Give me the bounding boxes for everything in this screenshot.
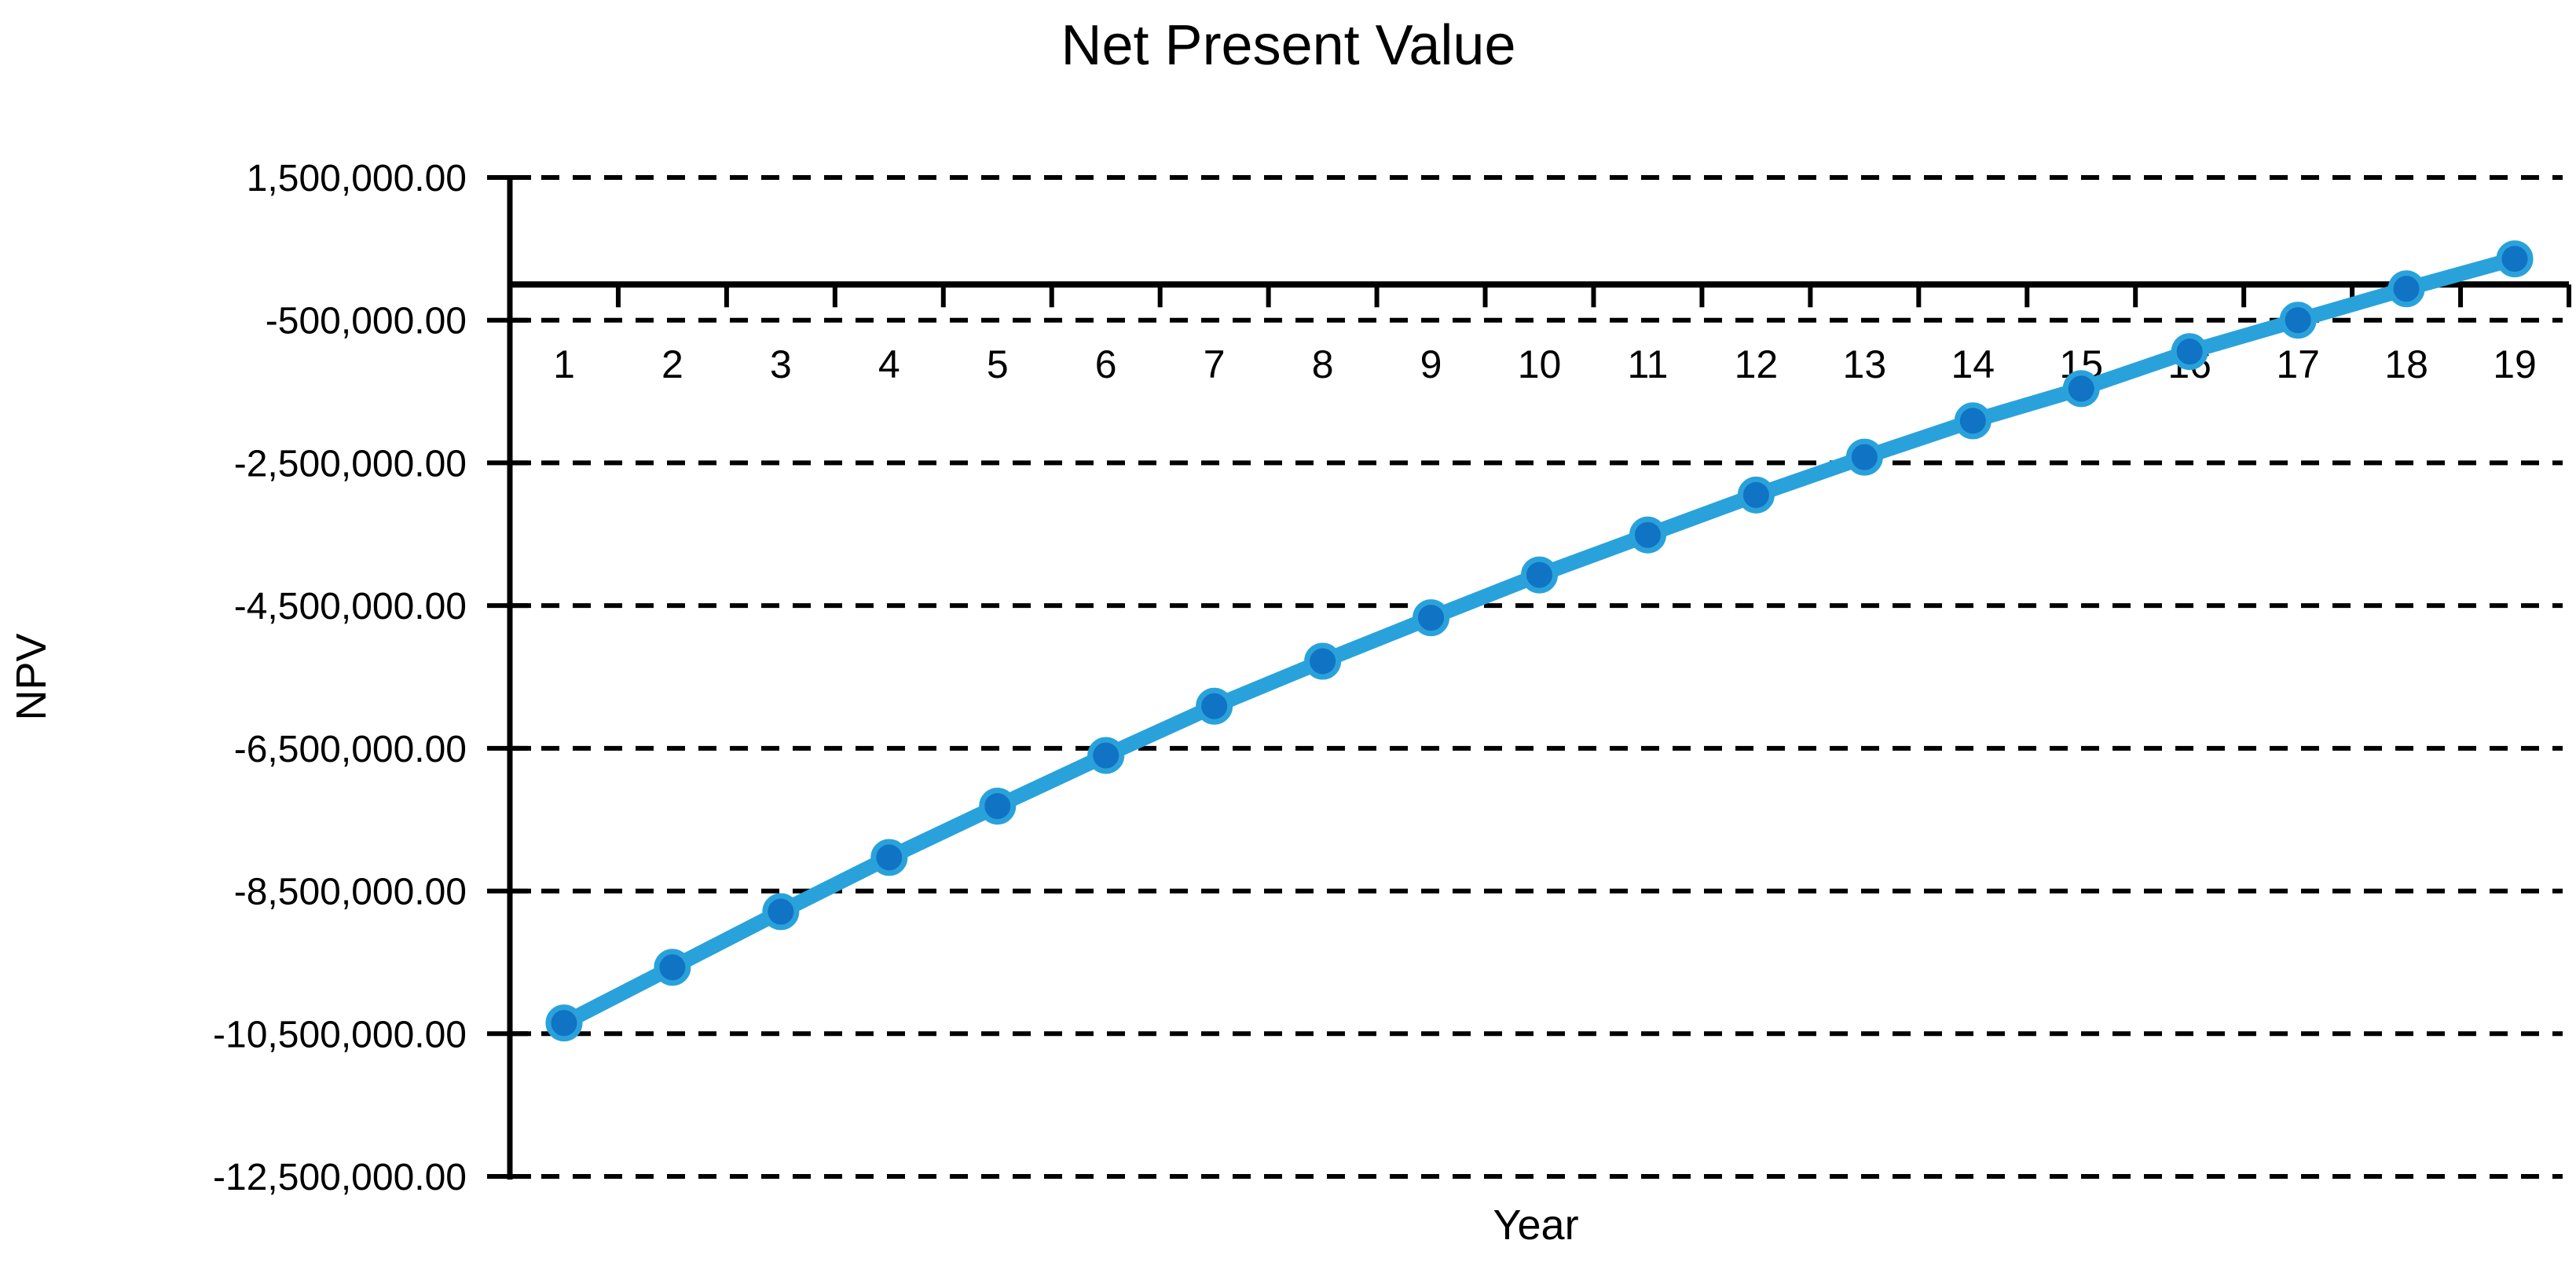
y-axis-title: NPV xyxy=(8,633,55,720)
x-axis-title: Year xyxy=(1493,1202,1578,1249)
data-point-year-4 xyxy=(870,839,908,876)
data-point-year-1 xyxy=(545,1004,583,1042)
data-point-year-16 xyxy=(2171,333,2208,371)
data-point-year-17 xyxy=(2279,302,2317,339)
x-tick-label-14: 14 xyxy=(1951,342,1995,386)
x-tick-label-5: 5 xyxy=(987,342,1009,386)
x-tick-label-12: 12 xyxy=(1735,342,1779,386)
x-tick-label-11: 11 xyxy=(1627,342,1668,386)
x-tick-label-2: 2 xyxy=(661,342,683,386)
data-point-year-15 xyxy=(2062,370,2100,408)
data-point-year-14 xyxy=(1954,402,1992,440)
chart-title: Net Present Value xyxy=(1061,14,1516,77)
data-point-year-2 xyxy=(654,949,691,986)
x-tick-label-8: 8 xyxy=(1312,342,1334,386)
y-tick-label-8: -12,500,000.00 xyxy=(213,1157,467,1198)
x-tick-label-4: 4 xyxy=(878,342,900,386)
x-tick-label-1: 1 xyxy=(553,342,575,386)
y-tick-label-3: -2,500,000.00 xyxy=(234,443,467,485)
data-point-year-6 xyxy=(1087,737,1125,774)
y-tick-label-4: -4,500,000.00 xyxy=(234,586,467,627)
x-tick-label-18: 18 xyxy=(2384,342,2428,386)
x-tick-label-6: 6 xyxy=(1095,342,1117,386)
data-point-year-8 xyxy=(1304,642,1342,680)
y-tick-label-2: -500,000.00 xyxy=(266,301,467,342)
plot-area: 1,500,000.00 -500,000.00 -2,500,000.00 -4,5… xyxy=(213,158,2571,1198)
data-point-year-11 xyxy=(1629,516,1666,554)
data-point-year-9 xyxy=(1413,599,1450,637)
x-tick-label-3: 3 xyxy=(770,342,792,386)
x-tick-label-17: 17 xyxy=(2276,342,2320,386)
y-tick-label-5: -6,500,000.00 xyxy=(234,729,467,770)
data-point-year-5 xyxy=(979,787,1017,825)
data-point-year-19 xyxy=(2496,240,2534,278)
data-point-year-18 xyxy=(2387,270,2425,308)
data-point-year-12 xyxy=(1737,476,1775,514)
x-tick-label-7: 7 xyxy=(1204,342,1226,386)
y-tick-label-7: -10,500,000.00 xyxy=(213,1014,467,1055)
x-tick-label-9: 9 xyxy=(1420,342,1442,386)
x-tick-label-13: 13 xyxy=(1843,342,1887,386)
data-point-year-13 xyxy=(1845,438,1883,476)
data-point-year-10 xyxy=(1521,556,1558,594)
x-tick-label-19: 19 xyxy=(2493,342,2537,386)
data-point-year-7 xyxy=(1196,687,1233,725)
y-tick-label-6: -8,500,000.00 xyxy=(234,872,467,913)
y-tick-label-1: 1,500,000.00 xyxy=(247,158,467,199)
x-tick-label-10: 10 xyxy=(1518,342,1562,386)
data-point-year-3 xyxy=(762,893,800,931)
